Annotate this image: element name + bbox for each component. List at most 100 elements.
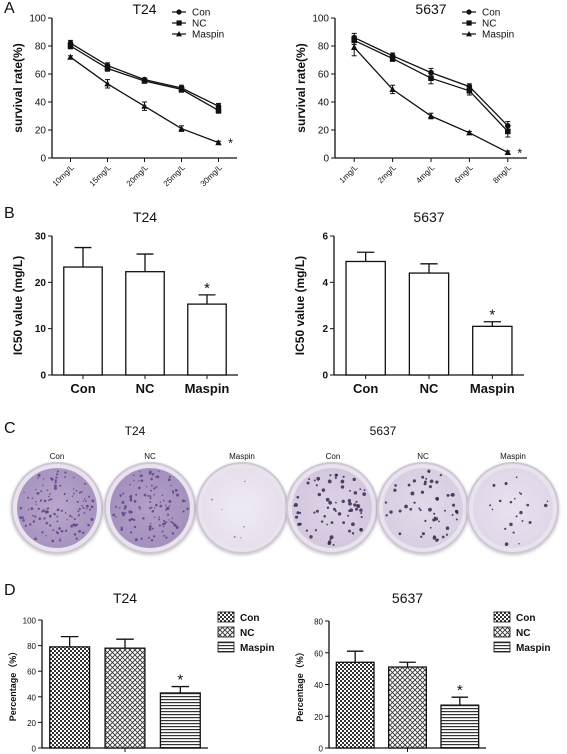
- series-line: [70, 42, 219, 107]
- y-tick-label: 0: [40, 371, 46, 382]
- bar: [104, 647, 146, 749]
- y-tick-label: 40: [35, 98, 47, 109]
- y-tick-label: 30: [35, 232, 47, 243]
- y-tick-label: 100: [312, 14, 329, 25]
- x-tick-label: 2mg/L: [376, 163, 398, 185]
- legend-label: NC: [482, 19, 496, 30]
- legend-swatch: [493, 611, 511, 623]
- y-tick-label: 100: [29, 14, 46, 25]
- y-tick-label: 6: [322, 232, 328, 243]
- panel-letter-d: D: [4, 582, 16, 599]
- y-tick-label: 0: [32, 745, 37, 754]
- legend-marker: [176, 31, 182, 37]
- x-tick-label: 15mg/L: [88, 163, 114, 189]
- bar: [345, 260, 386, 376]
- x-tick-label: Maspin: [185, 381, 230, 396]
- y-tick-label: 80: [27, 642, 36, 651]
- y-tick-label: 20: [314, 713, 323, 722]
- y-tick-label: 20: [35, 278, 47, 289]
- legend-label: NC: [516, 628, 530, 639]
- photo-label: Maspin: [500, 452, 526, 461]
- x-tick-label: Con: [70, 381, 95, 396]
- y-axis-label: IC50 value (mg/L): [293, 256, 307, 355]
- series-line: [70, 56, 219, 144]
- data-point: [466, 129, 473, 136]
- x-tick-label: 4mg/L: [414, 163, 436, 185]
- y-tick-label: 20: [35, 126, 47, 137]
- series-line: [353, 46, 509, 153]
- legend-label: Maspin: [192, 30, 224, 41]
- data-point: [104, 65, 111, 72]
- legend-label: Maspin: [482, 30, 514, 41]
- y-tick-label: 100: [23, 617, 37, 626]
- data-point: [389, 86, 396, 92]
- legend-marker: [176, 9, 182, 15]
- legend-marker: [176, 20, 182, 26]
- legend-swatch: [493, 626, 511, 638]
- data-point: [215, 107, 222, 114]
- data-point: [67, 43, 74, 49]
- data-point: [104, 80, 111, 87]
- x-tick-label: 1mg/L: [338, 163, 360, 185]
- photo-title-5637: 5637: [369, 424, 397, 438]
- y-tick-label: 4: [322, 278, 328, 289]
- x-tick-label: 8mg/L: [491, 163, 513, 185]
- bar: [125, 271, 165, 376]
- chart-title: T24: [113, 590, 137, 606]
- chart-title: 5637: [392, 590, 423, 606]
- y-axis-label: IC50 value (mg/L): [11, 256, 25, 355]
- bar: [159, 692, 201, 749]
- photo-label: NC: [144, 452, 156, 461]
- data-point: [427, 112, 435, 119]
- legend-label: Con: [192, 8, 210, 19]
- data-point: [505, 128, 511, 135]
- y-axis-label: Percentage（%）: [295, 647, 305, 722]
- y-tick-label: 60: [318, 70, 330, 81]
- photo-label: Maspin: [229, 452, 255, 461]
- x-tick-label: Maspin: [470, 381, 515, 396]
- x-tick-label: NC: [136, 381, 155, 396]
- legend-swatch: [217, 626, 235, 638]
- x-tick-label: 10mg/L: [51, 163, 77, 189]
- panel-letter-b: B: [4, 205, 15, 222]
- photo-title-t24: T24: [124, 424, 146, 438]
- y-tick-label: 20: [318, 126, 330, 137]
- photo-label: Con: [325, 452, 341, 461]
- significance-star: *: [204, 280, 210, 297]
- x-tick-label: Con: [353, 381, 378, 396]
- colony-dish-t24-nc: [104, 462, 196, 554]
- photo-label: NC: [417, 452, 429, 461]
- bar: [49, 646, 91, 749]
- legend-label: NC: [240, 628, 254, 639]
- data-point: [178, 86, 185, 93]
- colony-dish-5637-nc: [377, 462, 469, 554]
- bar: [187, 303, 227, 376]
- panel-letter-c: C: [4, 420, 16, 437]
- chart-title: T24: [133, 209, 157, 225]
- y-tick-label: 60: [27, 668, 36, 677]
- y-tick-label: 80: [318, 42, 330, 53]
- legend-label: Maspin: [240, 643, 274, 654]
- bar: [335, 661, 375, 749]
- x-tick-label: 25mg/L: [162, 163, 188, 189]
- legend-label: NC: [192, 19, 206, 30]
- y-tick-label: 10: [35, 324, 47, 335]
- y-tick-label: 20: [27, 719, 36, 728]
- y-tick-label: 60: [35, 70, 47, 81]
- colony-dish-5637-maspin: [467, 462, 559, 554]
- x-tick-label: 20mg/L: [125, 163, 151, 189]
- bar: [408, 272, 450, 376]
- significance-star: *: [517, 145, 522, 160]
- data-point: [141, 102, 148, 109]
- x-tick-label: 6mg/L: [453, 163, 475, 185]
- data-point: [215, 139, 222, 146]
- bar: [63, 266, 103, 376]
- legend-label: Con: [482, 8, 500, 19]
- data-point: [466, 88, 473, 94]
- significance-star: *: [228, 136, 233, 151]
- data-point: [504, 149, 511, 155]
- bar: [388, 666, 427, 749]
- data-point: [389, 55, 396, 62]
